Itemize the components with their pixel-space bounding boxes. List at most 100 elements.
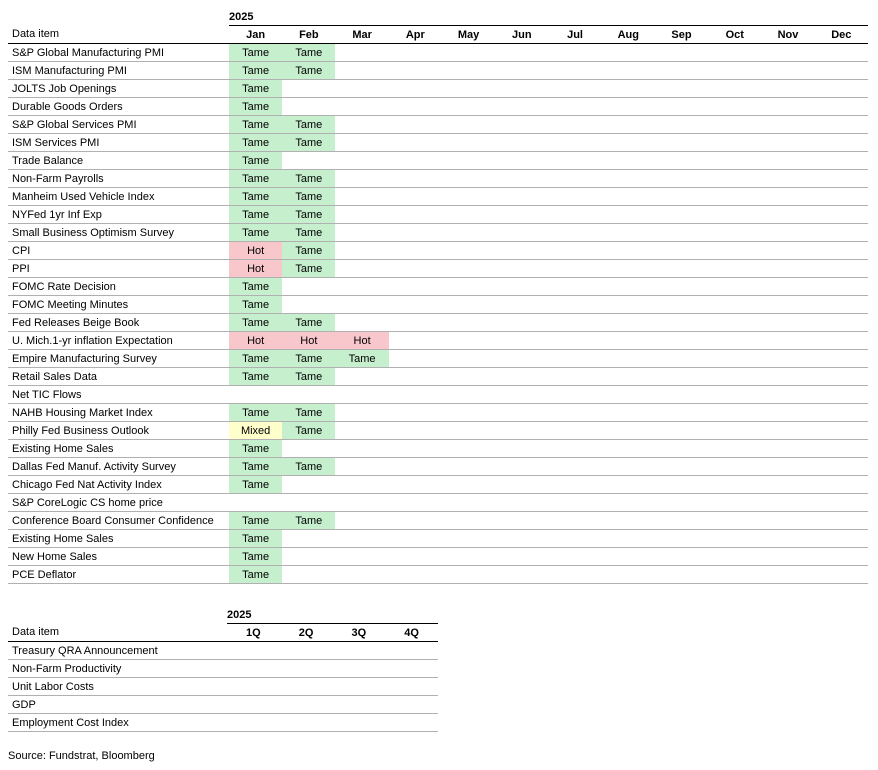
data-cell <box>442 188 495 206</box>
row-label: PCE Deflator <box>8 566 229 584</box>
quarter-header: 2Q <box>280 624 333 642</box>
data-cell <box>602 116 655 134</box>
data-cell <box>708 350 761 368</box>
data-cell <box>708 296 761 314</box>
data-cell: Tame <box>229 296 282 314</box>
data-cell <box>602 350 655 368</box>
data-cell <box>495 62 548 80</box>
data-cell <box>655 224 708 242</box>
data-cell <box>280 678 333 696</box>
data-cell <box>282 80 335 98</box>
data-cell <box>761 350 814 368</box>
data-cell <box>815 368 868 386</box>
quarterly-year-row: 2025 <box>8 606 438 624</box>
data-cell <box>602 278 655 296</box>
data-cell <box>229 386 282 404</box>
data-cell <box>442 458 495 476</box>
data-cell <box>655 260 708 278</box>
data-cell <box>442 368 495 386</box>
data-cell <box>389 368 442 386</box>
data-cell <box>282 152 335 170</box>
data-cell <box>708 314 761 332</box>
month-header: Sep <box>655 26 708 44</box>
data-cell <box>548 548 601 566</box>
data-cell <box>602 260 655 278</box>
data-cell <box>442 152 495 170</box>
data-cell <box>655 242 708 260</box>
data-cell: Tame <box>229 170 282 188</box>
data-cell <box>815 314 868 332</box>
row-label: Existing Home Sales <box>8 530 229 548</box>
data-cell <box>442 350 495 368</box>
data-cell <box>548 476 601 494</box>
data-cell <box>602 458 655 476</box>
data-cell <box>815 260 868 278</box>
data-cell: Tame <box>229 224 282 242</box>
data-cell <box>708 188 761 206</box>
row-label: FOMC Meeting Minutes <box>8 296 229 314</box>
data-cell <box>761 296 814 314</box>
quarter-header: 3Q <box>333 624 386 642</box>
data-cell <box>815 548 868 566</box>
data-cell <box>708 386 761 404</box>
data-cell <box>602 386 655 404</box>
data-cell <box>495 548 548 566</box>
data-cell: Tame <box>282 62 335 80</box>
data-cell <box>335 242 388 260</box>
data-cell: Tame <box>229 350 282 368</box>
data-cell <box>708 116 761 134</box>
data-cell <box>282 296 335 314</box>
data-cell <box>815 44 868 62</box>
data-cell <box>442 242 495 260</box>
table-row: FOMC Rate DecisionTame <box>8 278 868 296</box>
data-cell <box>389 566 442 584</box>
data-cell <box>335 422 388 440</box>
data-cell <box>282 386 335 404</box>
data-cell: Tame <box>229 116 282 134</box>
data-cell <box>815 296 868 314</box>
data-cell <box>602 314 655 332</box>
row-label: Manheim Used Vehicle Index <box>8 188 229 206</box>
month-header: Oct <box>708 26 761 44</box>
data-cell <box>335 134 388 152</box>
data-cell <box>708 260 761 278</box>
data-cell <box>602 548 655 566</box>
table-row: PPIHotTame <box>8 260 868 278</box>
data-cell <box>442 260 495 278</box>
data-cell <box>442 494 495 512</box>
data-cell <box>333 696 386 714</box>
data-cell <box>333 660 386 678</box>
row-label: Non-Farm Payrolls <box>8 170 229 188</box>
table-row: Philly Fed Business OutlookMixedTame <box>8 422 868 440</box>
data-cell <box>335 440 388 458</box>
data-cell: Hot <box>229 332 282 350</box>
data-cell <box>548 368 601 386</box>
data-cell <box>389 530 442 548</box>
data-cell <box>548 296 601 314</box>
data-cell <box>389 224 442 242</box>
row-label: Philly Fed Business Outlook <box>8 422 229 440</box>
data-cell: Tame <box>229 440 282 458</box>
data-cell <box>335 566 388 584</box>
row-label: Fed Releases Beige Book <box>8 314 229 332</box>
data-cell <box>761 422 814 440</box>
data-cell <box>548 44 601 62</box>
data-cell <box>815 152 868 170</box>
data-cell <box>815 404 868 422</box>
data-cell <box>602 242 655 260</box>
data-cell <box>815 62 868 80</box>
data-cell <box>548 422 601 440</box>
row-label: Durable Goods Orders <box>8 98 229 116</box>
data-cell <box>495 440 548 458</box>
data-cell <box>335 260 388 278</box>
data-cell: Tame <box>229 134 282 152</box>
data-cell <box>815 476 868 494</box>
month-header: May <box>442 26 495 44</box>
row-label: Conference Board Consumer Confidence <box>8 512 229 530</box>
row-label: Net TIC Flows <box>8 386 229 404</box>
data-cell <box>495 404 548 422</box>
data-cell <box>655 368 708 386</box>
data-cell <box>442 278 495 296</box>
data-cell <box>548 80 601 98</box>
data-cell <box>655 206 708 224</box>
